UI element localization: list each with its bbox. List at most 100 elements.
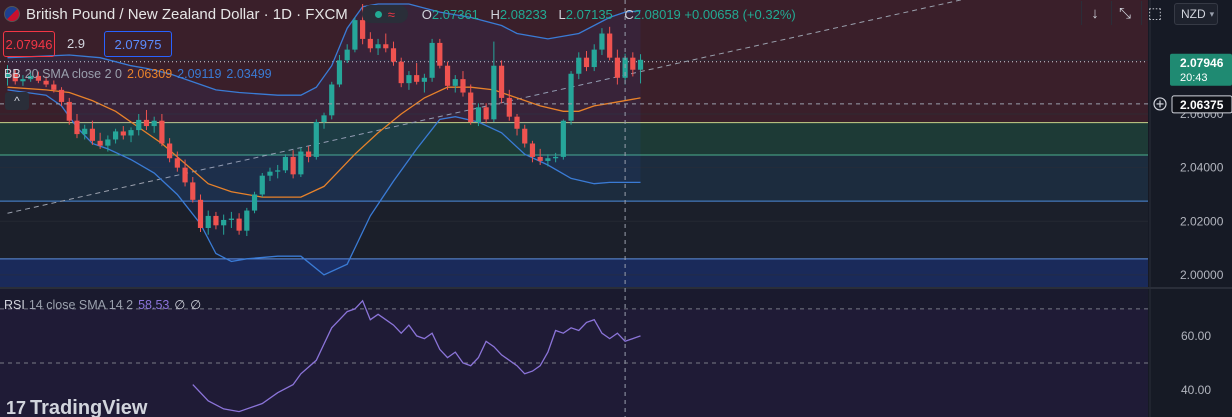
candle-body-5[interactable] <box>43 80 49 85</box>
candle-body-68[interactable] <box>529 143 536 157</box>
candle-body-64[interactable] <box>498 65 505 98</box>
candle-body-79[interactable] <box>614 57 620 78</box>
candle-body-50[interactable] <box>390 48 397 62</box>
candle-body-17[interactable] <box>136 119 142 131</box>
currency-selector[interactable]: NZD ▾ <box>1174 3 1218 25</box>
candle-body-59[interactable] <box>460 79 466 93</box>
candle-body-40[interactable] <box>313 122 319 157</box>
sell-price-button[interactable]: 2.07946 <box>3 31 55 57</box>
candle-body-30[interactable] <box>236 218 242 231</box>
tradingview-logo[interactable]: 17 TradingView <box>6 397 147 417</box>
market-status-badge[interactable]: ≈ <box>361 5 408 23</box>
candle-body-61[interactable] <box>475 107 482 123</box>
candle-body-63[interactable] <box>491 65 497 120</box>
candle-body-66[interactable] <box>514 116 520 129</box>
candle-body-9[interactable] <box>74 120 80 135</box>
candle-body-82[interactable] <box>637 59 644 70</box>
candle-body-8[interactable] <box>66 101 72 121</box>
candle-body-16[interactable] <box>128 130 134 136</box>
candle-body-31[interactable] <box>244 210 250 231</box>
candle-body-27[interactable] <box>213 215 219 226</box>
candle-body-3[interactable] <box>28 75 34 80</box>
candle-body-10[interactable] <box>82 128 88 135</box>
candle-body-28[interactable] <box>221 219 227 226</box>
add-alert-plus-icon[interactable] <box>1153 97 1167 111</box>
candle-body-48[interactable] <box>375 44 381 49</box>
buy-price-button[interactable]: 2.07975 <box>104 31 172 57</box>
candle-body-71[interactable] <box>553 156 559 159</box>
candle-body-78[interactable] <box>607 33 613 58</box>
scroll-to-latest-button[interactable]: ↓ <box>1081 1 1108 25</box>
candle-body-2[interactable] <box>20 79 26 82</box>
fullscreen-button[interactable]: ⤡ <box>1111 1 1138 25</box>
candle-body-55[interactable] <box>429 42 435 78</box>
candle-body-43[interactable] <box>336 60 343 85</box>
bb-legend[interactable]: BB 20 SMA close 2 0 2.06309 2.09119 2.03499 <box>4 67 277 81</box>
candle-body-14[interactable] <box>112 131 119 140</box>
candle-body-39[interactable] <box>305 151 312 157</box>
rsi-params: 14 close SMA 14 2 <box>28 298 134 312</box>
candle-body-19[interactable] <box>151 120 157 127</box>
candle-body-51[interactable] <box>398 61 404 84</box>
candle-body-67[interactable] <box>522 128 528 144</box>
market-open-dot-icon <box>374 10 382 18</box>
candle-body-52[interactable] <box>406 75 412 84</box>
candle-body-23[interactable] <box>182 167 188 183</box>
candle-body-13[interactable] <box>105 139 111 146</box>
candle-body-56[interactable] <box>437 42 443 66</box>
candle-body-62[interactable] <box>483 107 489 120</box>
candle-body-53[interactable] <box>414 75 420 82</box>
candle-body-11[interactable] <box>89 128 96 141</box>
candle-body-47[interactable] <box>367 38 373 49</box>
candle-body-81[interactable] <box>630 57 636 70</box>
candle-body-49[interactable] <box>383 44 389 49</box>
candle-body-44[interactable] <box>344 49 350 61</box>
trend-line[interactable] <box>7 0 1027 214</box>
candle-body-1[interactable] <box>12 73 18 82</box>
candle-body-70[interactable] <box>545 158 551 161</box>
candle-body-35[interactable] <box>275 170 281 172</box>
candle-body-75[interactable] <box>583 57 590 68</box>
candle-body-58[interactable] <box>452 79 458 86</box>
candle-body-54[interactable] <box>421 77 427 82</box>
candle-body-57[interactable] <box>444 65 451 86</box>
rsi-legend[interactable]: RSI 14 close SMA 14 2 58.53 ∅ ∅ <box>4 297 206 312</box>
rsi-line <box>192 299 641 413</box>
candle-body-25[interactable] <box>197 199 204 228</box>
candle-body-38[interactable] <box>298 151 304 175</box>
candle-body-21[interactable] <box>167 143 173 159</box>
candle-body-72[interactable] <box>560 120 566 157</box>
candle-body-33[interactable] <box>259 175 265 195</box>
candle-body-42[interactable] <box>329 84 335 116</box>
candle-body-32[interactable] <box>251 194 258 211</box>
candle-body-34[interactable] <box>267 171 273 176</box>
candle-body-45[interactable] <box>352 20 358 50</box>
candle-body-29[interactable] <box>228 218 234 220</box>
candle-body-7[interactable] <box>58 89 65 102</box>
candle-body-74[interactable] <box>576 57 582 74</box>
candle-body-69[interactable] <box>537 156 543 161</box>
candle-body-46[interactable] <box>360 20 366 39</box>
symbol-title[interactable]: British Pound / New Zealand Dollar · 1D … <box>26 5 348 23</box>
candle-body-0[interactable] <box>4 73 11 77</box>
candle-body-18[interactable] <box>143 119 150 127</box>
candle-body-36[interactable] <box>282 156 289 171</box>
candle-body-41[interactable] <box>321 115 327 123</box>
candle-body-12[interactable] <box>97 140 103 146</box>
candle-body-37[interactable] <box>290 156 296 175</box>
candle-body-65[interactable] <box>506 97 512 117</box>
candle-body-22[interactable] <box>174 158 180 168</box>
candle-body-77[interactable] <box>599 33 605 50</box>
candle-body-76[interactable] <box>591 49 597 68</box>
candle-body-60[interactable] <box>468 92 474 123</box>
collapse-legend-button[interactable]: ^ <box>5 92 29 110</box>
candle-body-6[interactable] <box>51 84 57 90</box>
candle-body-26[interactable] <box>205 215 211 228</box>
screenshot-button[interactable]: ⬚ <box>1141 1 1168 25</box>
candle-body-20[interactable] <box>159 120 165 144</box>
candle-body-73[interactable] <box>568 73 574 121</box>
candle-body-15[interactable] <box>120 131 126 136</box>
candle-body-4[interactable] <box>35 75 41 81</box>
candle-body-24[interactable] <box>190 182 196 200</box>
